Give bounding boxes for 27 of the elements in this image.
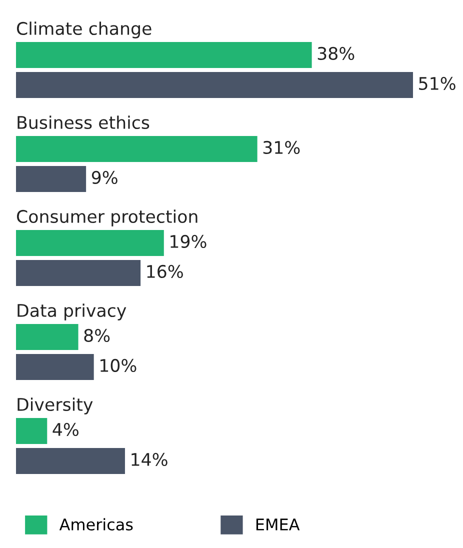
bar [16,230,164,256]
bar [16,418,48,444]
data-label: 8% [84,328,110,342]
bar [16,72,413,98]
data-label: 19% [170,234,206,248]
data-label: 16% [147,264,183,278]
y-tick-label: Diversity [18,398,93,414]
bar [16,448,125,474]
y-tick-label: Business ethics [18,116,150,130]
bar [16,324,78,350]
data-label: 38% [318,46,354,60]
bar [16,136,258,162]
y-tick-label: Consumer protection [16,210,198,226]
data-label: 14% [132,452,168,466]
data-label: 9% [92,170,118,184]
y-tick-label: Climate change [16,22,152,38]
legend-label: EMEA [256,518,300,530]
data-label: 51% [419,76,456,90]
bar [16,354,94,380]
y-tick-label: Data privacy [18,304,126,320]
legend-label: Americas [59,518,133,530]
data-label: 31% [263,140,300,154]
bar [16,166,86,192]
data-label: 10% [100,358,136,372]
data-label: 4% [52,422,78,436]
bar [16,260,141,286]
bar [16,42,312,68]
